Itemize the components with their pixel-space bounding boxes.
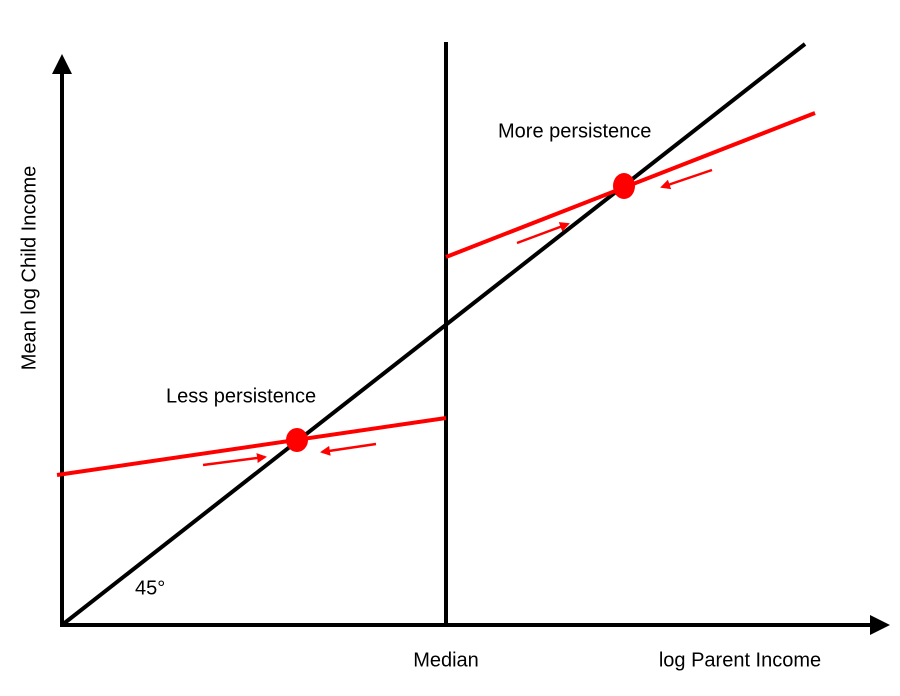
arrow [516, 222, 570, 245]
point-low [286, 428, 308, 452]
annotation: Less persistence [166, 385, 316, 407]
arrow [320, 442, 377, 456]
annotation: More persistence [498, 120, 651, 142]
angle-label: 45° [135, 577, 165, 599]
arrow [202, 453, 267, 467]
diagonal-line [60, 42, 807, 627]
median-label: Median [413, 649, 479, 671]
point-high [613, 173, 635, 199]
arrow [660, 168, 713, 190]
y-axis-label: Mean log Child Income [18, 166, 40, 371]
red-line-low [56, 416, 447, 477]
x-axis-label: log Parent Income [659, 649, 821, 671]
